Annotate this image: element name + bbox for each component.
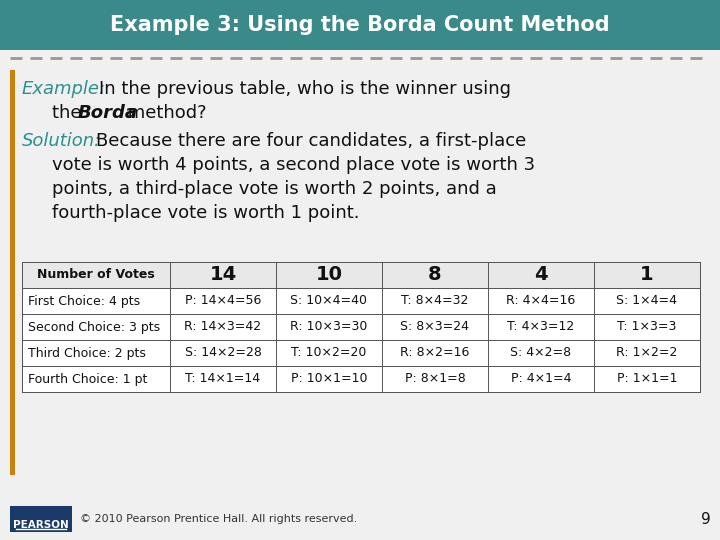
Text: S: 10×4=40: S: 10×4=40	[290, 294, 367, 307]
Text: S: 14×2=28: S: 14×2=28	[184, 347, 261, 360]
Text: Example 3: Using the Borda Count Method: Example 3: Using the Borda Count Method	[110, 15, 610, 35]
Text: Solution:: Solution:	[22, 132, 102, 150]
Text: points, a third-place vote is worth 2 points, and a: points, a third-place vote is worth 2 po…	[52, 180, 497, 198]
Text: T: 1×3=3: T: 1×3=3	[617, 321, 677, 334]
Bar	[22, 288, 700, 314]
Text: Example:: Example:	[22, 80, 106, 98]
Text: P: 14×4=56: P: 14×4=56	[185, 294, 261, 307]
Text: P: 10×1=10: P: 10×1=10	[291, 373, 367, 386]
Text: 4: 4	[534, 266, 548, 285]
Text: PEARSON: PEARSON	[13, 520, 69, 530]
Text: 10: 10	[315, 266, 343, 285]
Text: First Choice: 4 pts: First Choice: 4 pts	[28, 294, 140, 307]
Text: 14: 14	[210, 266, 237, 285]
Text: 8: 8	[428, 266, 442, 285]
Bar	[22, 340, 700, 366]
Text: © 2010 Pearson Prentice Hall. All rights reserved.: © 2010 Pearson Prentice Hall. All rights…	[80, 514, 357, 524]
Text: S: 1×4=4: S: 1×4=4	[616, 294, 678, 307]
Text: S: 4×2=8: S: 4×2=8	[510, 347, 572, 360]
Bar	[10, 506, 72, 532]
Text: 1: 1	[640, 266, 654, 285]
Text: T: 8×4=32: T: 8×4=32	[401, 294, 469, 307]
Text: Because there are four candidates, a first-place: Because there are four candidates, a fir…	[96, 132, 526, 150]
Text: Number of Votes: Number of Votes	[37, 268, 155, 281]
Text: method?: method?	[122, 104, 207, 122]
Text: R: 14×3=42: R: 14×3=42	[184, 321, 261, 334]
Text: Third Choice: 2 pts: Third Choice: 2 pts	[28, 347, 146, 360]
Text: vote is worth 4 points, a second place vote is worth 3: vote is worth 4 points, a second place v…	[52, 156, 535, 174]
Bar	[22, 262, 700, 288]
Text: Borda: Borda	[78, 104, 138, 122]
Bar	[0, 0, 720, 50]
Text: the: the	[52, 104, 87, 122]
Text: R: 1×2=2: R: 1×2=2	[616, 347, 678, 360]
Bar	[22, 314, 700, 340]
Text: R: 10×3=30: R: 10×3=30	[290, 321, 368, 334]
Text: S: 8×3=24: S: 8×3=24	[400, 321, 469, 334]
Text: P: 1×1=1: P: 1×1=1	[617, 373, 678, 386]
Text: Fourth Choice: 1 pt: Fourth Choice: 1 pt	[28, 373, 148, 386]
Text: R: 8×2=16: R: 8×2=16	[400, 347, 469, 360]
Text: fourth-place vote is worth 1 point.: fourth-place vote is worth 1 point.	[52, 204, 359, 222]
Text: T: 10×2=20: T: 10×2=20	[292, 347, 366, 360]
Text: P: 8×1=8: P: 8×1=8	[405, 373, 465, 386]
Text: In the previous table, who is the winner using: In the previous table, who is the winner…	[99, 80, 511, 98]
Text: 9: 9	[701, 511, 711, 526]
Bar	[10, 70, 15, 475]
Text: R: 4×4=16: R: 4×4=16	[506, 294, 575, 307]
Text: Second Choice: 3 pts: Second Choice: 3 pts	[28, 321, 160, 334]
Text: P: 4×1=4: P: 4×1=4	[510, 373, 571, 386]
Bar	[22, 366, 700, 392]
Text: T: 4×3=12: T: 4×3=12	[508, 321, 575, 334]
Text: T: 14×1=14: T: 14×1=14	[186, 373, 261, 386]
